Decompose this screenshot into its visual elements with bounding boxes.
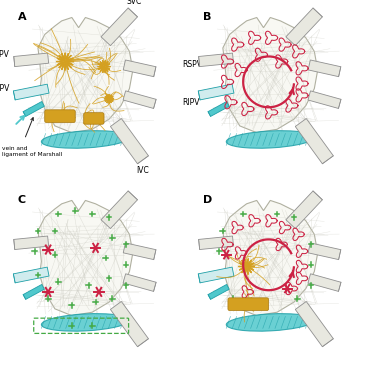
Text: LIPV: LIPV <box>0 84 9 93</box>
Polygon shape <box>123 91 156 109</box>
Polygon shape <box>198 267 234 283</box>
Polygon shape <box>38 200 133 316</box>
Circle shape <box>225 254 227 255</box>
Polygon shape <box>111 119 149 164</box>
Polygon shape <box>308 60 341 77</box>
Polygon shape <box>123 60 156 77</box>
Text: LSPV: LSPV <box>0 50 9 59</box>
Polygon shape <box>199 53 233 66</box>
Polygon shape <box>223 200 318 316</box>
Text: IVC: IVC <box>136 166 149 175</box>
Polygon shape <box>295 119 334 164</box>
Polygon shape <box>98 60 111 73</box>
Polygon shape <box>38 18 133 133</box>
Polygon shape <box>198 84 234 100</box>
Polygon shape <box>286 191 322 229</box>
Polygon shape <box>101 191 138 229</box>
Text: D: D <box>203 195 212 206</box>
Polygon shape <box>199 236 233 250</box>
Polygon shape <box>14 236 49 250</box>
Polygon shape <box>308 91 341 109</box>
Circle shape <box>287 288 288 290</box>
Circle shape <box>95 247 97 249</box>
Polygon shape <box>14 84 49 100</box>
Polygon shape <box>208 284 229 299</box>
Circle shape <box>47 248 49 251</box>
Text: RIPV: RIPV <box>182 98 199 107</box>
Polygon shape <box>105 94 114 103</box>
Polygon shape <box>308 243 341 259</box>
Polygon shape <box>56 53 74 70</box>
Polygon shape <box>238 259 255 275</box>
Text: vein and
ligament of Marshall: vein and ligament of Marshall <box>2 146 63 157</box>
Polygon shape <box>111 301 149 347</box>
Polygon shape <box>295 301 334 347</box>
Text: B: B <box>203 12 211 22</box>
Polygon shape <box>23 284 44 299</box>
Ellipse shape <box>41 131 129 148</box>
Polygon shape <box>101 8 138 46</box>
FancyBboxPatch shape <box>84 113 104 124</box>
Circle shape <box>47 291 49 293</box>
Polygon shape <box>123 274 156 291</box>
Polygon shape <box>123 243 156 259</box>
Text: C: C <box>18 195 26 206</box>
Polygon shape <box>286 8 322 46</box>
Text: RSPV: RSPV <box>182 61 202 69</box>
Ellipse shape <box>226 314 314 331</box>
FancyBboxPatch shape <box>45 110 75 123</box>
Ellipse shape <box>41 314 129 331</box>
Polygon shape <box>208 102 229 116</box>
Polygon shape <box>14 53 49 66</box>
Circle shape <box>98 291 100 293</box>
Text: A: A <box>18 12 26 22</box>
FancyBboxPatch shape <box>228 298 268 310</box>
Polygon shape <box>14 267 49 283</box>
Polygon shape <box>308 274 341 291</box>
Ellipse shape <box>226 131 314 148</box>
Text: SVC: SVC <box>127 0 142 6</box>
Polygon shape <box>223 18 318 133</box>
Polygon shape <box>23 102 44 116</box>
